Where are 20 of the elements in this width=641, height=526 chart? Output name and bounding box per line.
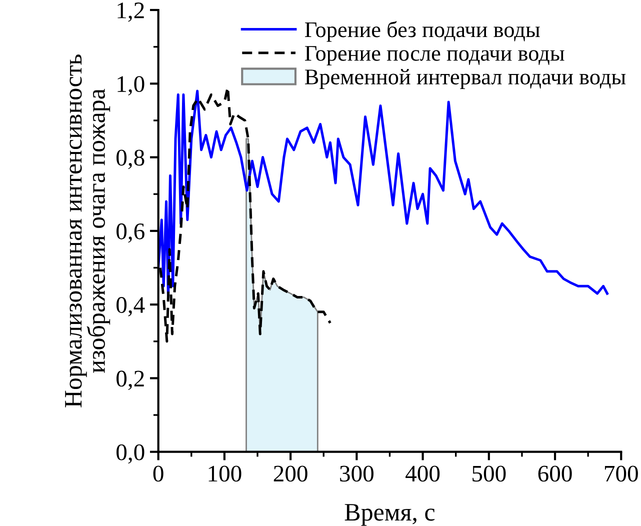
y-tick-label: 1,0 <box>118 76 144 96</box>
legend-label: Горение без подачи воды <box>304 21 540 42</box>
x-tick-label: 500 <box>472 466 506 482</box>
y-tick-label: 0,8 <box>116 150 144 170</box>
x-tick-label: 200 <box>274 466 308 482</box>
x-tick-label: 400 <box>406 466 440 482</box>
legend-label: Временной интервал подачи воды <box>304 69 626 89</box>
y-tick-label: 0,2 <box>116 370 144 390</box>
x-tick-label: 0 <box>153 466 164 482</box>
x-tick-label: 600 <box>538 466 572 482</box>
y-tick-label: 0,6 <box>116 223 144 243</box>
y-tick-label: 0,4 <box>116 297 145 316</box>
y-axis-title: Нормализованная интенсивность изображения очага пожара <box>65 54 110 408</box>
x-tick-label: 100 <box>208 466 242 482</box>
x-axis-title: Время, с <box>344 504 435 526</box>
x-tick-label: 300 <box>340 466 374 482</box>
legend-label: Горение после подачи воды <box>304 46 564 66</box>
y-tick-label: 1,2 <box>118 2 144 22</box>
y-tick-label: 0,0 <box>116 444 144 464</box>
x-tick-label: 700 <box>604 466 638 482</box>
